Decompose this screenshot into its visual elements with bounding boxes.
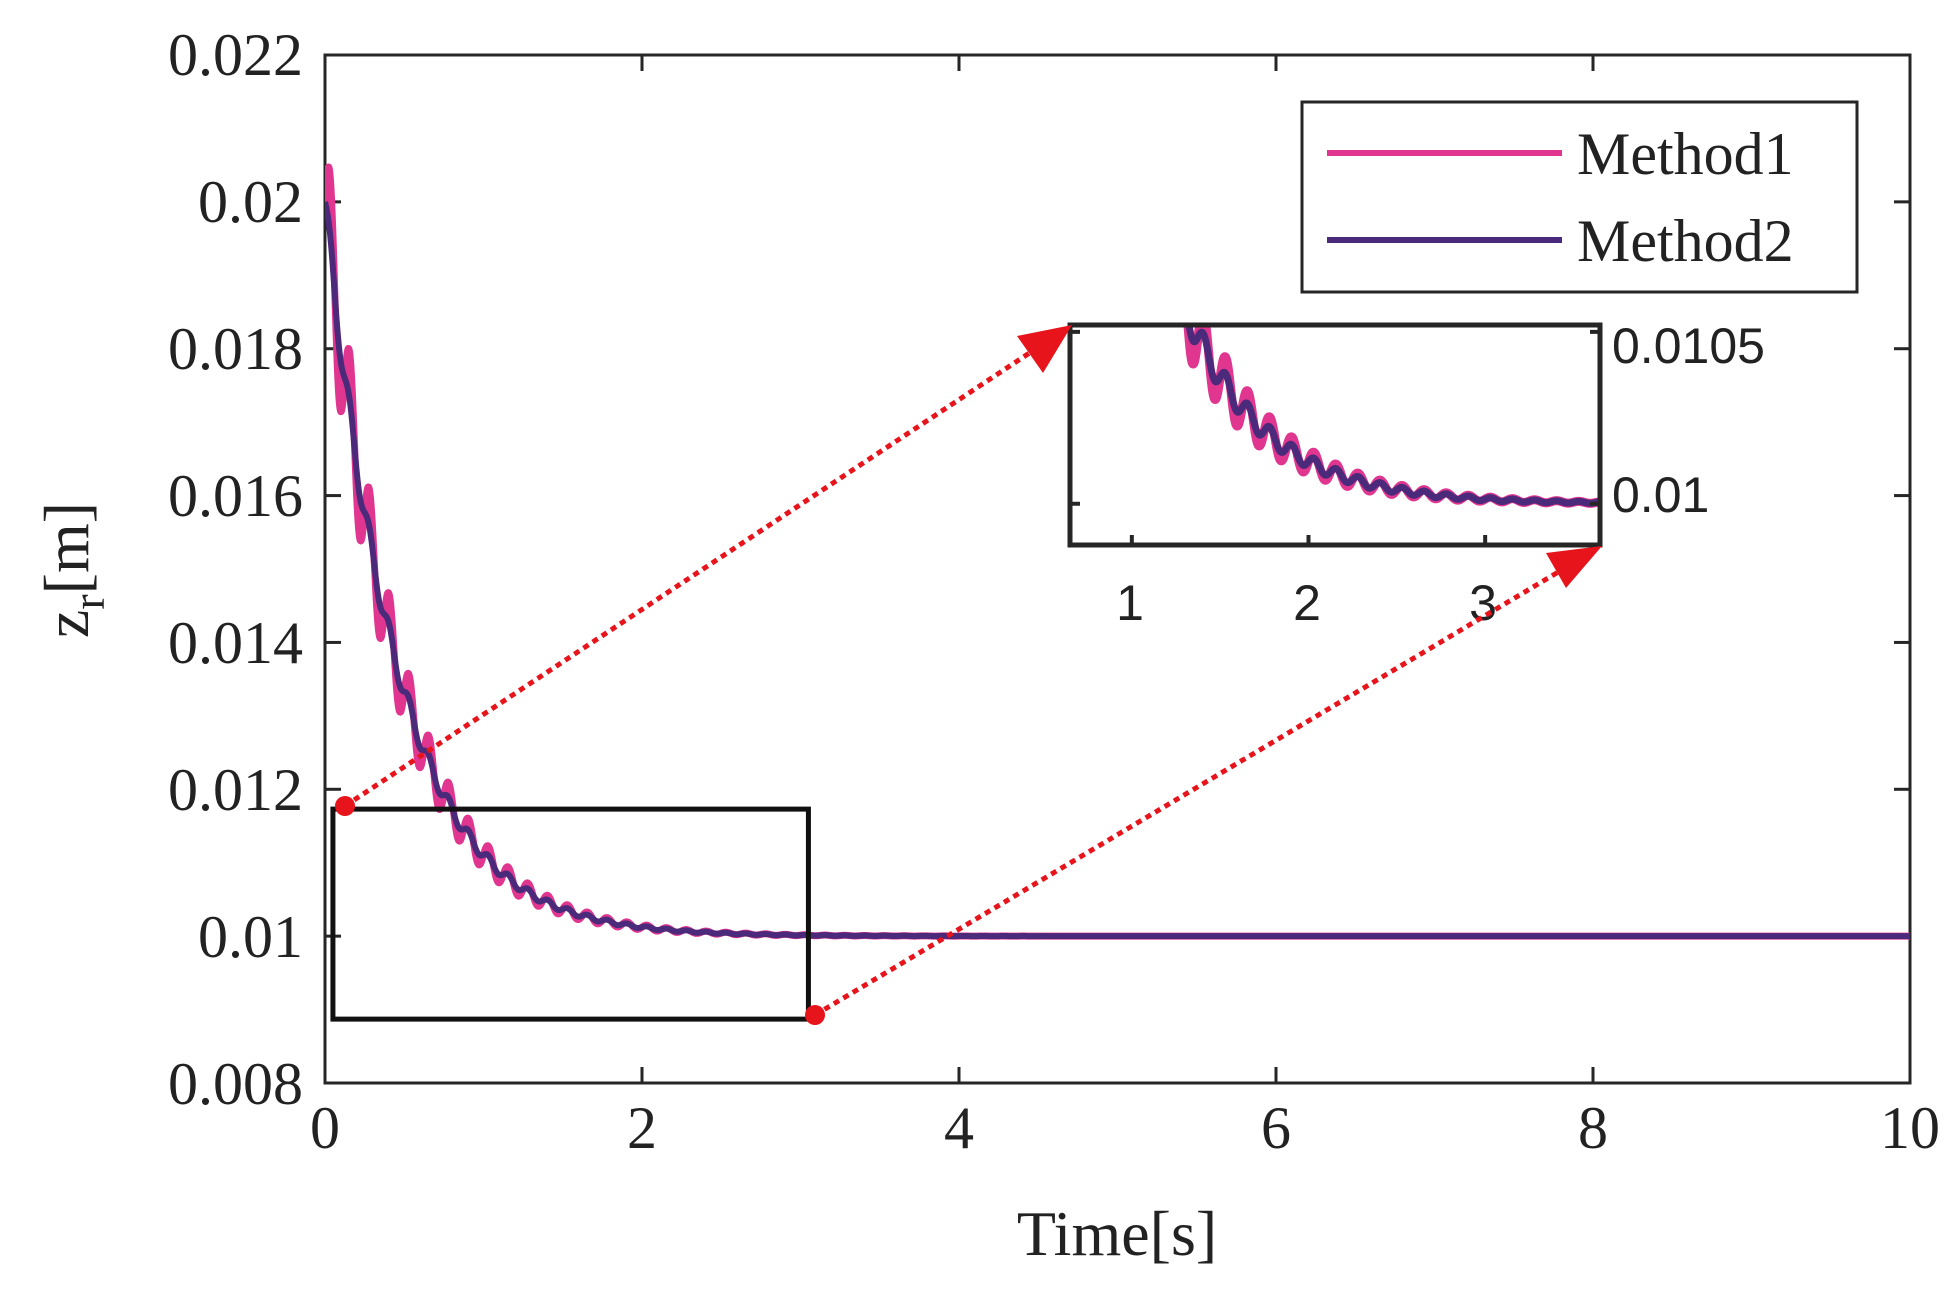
x-tick-label: 0 bbox=[310, 1095, 340, 1161]
legend: Method1 Method2 bbox=[1300, 100, 1859, 294]
arrow-line-upper bbox=[343, 343, 1042, 809]
inset-frame bbox=[1067, 322, 1603, 548]
y-axis-label-subscript: r bbox=[63, 594, 114, 609]
arrowhead-lower bbox=[1546, 546, 1602, 588]
legend-box bbox=[1300, 100, 1859, 294]
y-axis-label-symbol: z bbox=[31, 610, 102, 638]
y-tick-label: 0.014 bbox=[168, 610, 303, 676]
arrow-origin-upper bbox=[335, 796, 355, 816]
inset-y-tick-label: 0.01 bbox=[1612, 467, 1709, 523]
y-tick-label: 0.01 bbox=[198, 904, 303, 970]
svg-text:zr[m]: zr[m] bbox=[31, 502, 114, 638]
arrow-line-lower bbox=[813, 562, 1572, 1018]
legend-label-method2: Method2 bbox=[1577, 208, 1794, 274]
y-tick-label: 0.016 bbox=[168, 463, 303, 529]
x-tick-label: 4 bbox=[944, 1095, 974, 1161]
inset-x-tick-label: 2 bbox=[1293, 575, 1321, 631]
zoom-arrows bbox=[335, 325, 1602, 1025]
y-tick-label: 0.022 bbox=[168, 22, 303, 88]
inset-tick-marks bbox=[1070, 329, 1600, 545]
y-tick-label: 0.008 bbox=[168, 1051, 303, 1117]
inset-plot-area bbox=[1070, 325, 1600, 545]
y-tick-label: 0.018 bbox=[168, 316, 303, 382]
x-tick-label: 8 bbox=[1578, 1095, 1608, 1161]
legend-label-method1: Method1 bbox=[1577, 121, 1794, 187]
inset-x-tick-label: 1 bbox=[1116, 575, 1144, 631]
x-tick-label: 6 bbox=[1261, 1095, 1291, 1161]
inset-x-tick-label: 3 bbox=[1469, 575, 1497, 631]
y-axis-label: zr[m] bbox=[31, 502, 114, 638]
inset-series-method2-line bbox=[1185, 325, 1600, 507]
arrowhead-upper bbox=[1017, 325, 1072, 373]
y-axis-label-unit: [m] bbox=[31, 502, 102, 594]
zoom-region-box bbox=[330, 806, 811, 1022]
x-axis-label: Time[s] bbox=[1017, 1198, 1217, 1269]
x-tick-label: 10 bbox=[1880, 1095, 1940, 1161]
inset-y-tick-label: 0.0105 bbox=[1612, 318, 1765, 374]
x-tick-label: 2 bbox=[627, 1095, 657, 1161]
series-method2-line bbox=[325, 200, 1910, 940]
arrow-origin-lower bbox=[805, 1005, 825, 1025]
y-tick-label: 0.02 bbox=[198, 169, 303, 235]
y-tick-label: 0.012 bbox=[168, 757, 303, 823]
